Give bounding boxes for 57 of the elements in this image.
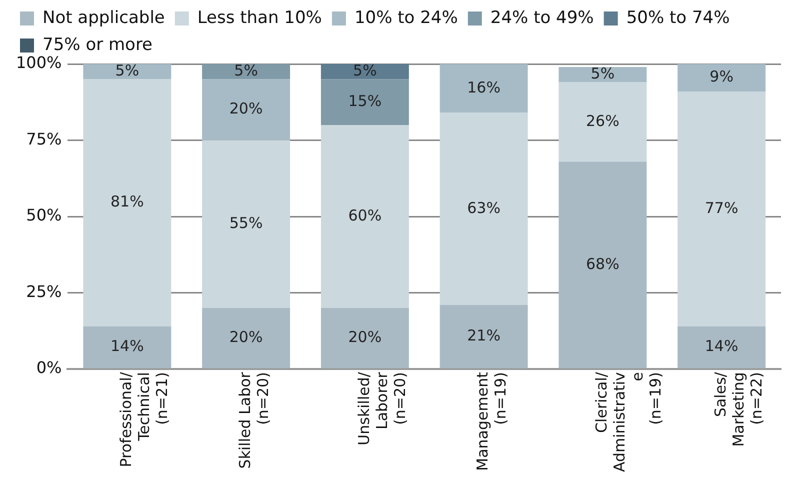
legend-label: 24% to 49% [490, 8, 594, 28]
data-label: 60% [348, 206, 382, 224]
x-tick-label: Skilled Labor (n=20) [236, 371, 272, 469]
bar [320, 308, 409, 368]
legend-label: 50% to 74% [626, 8, 730, 28]
data-label: 5% [115, 62, 140, 80]
data-label: 16% [467, 78, 500, 96]
data-label: 55% [229, 214, 263, 232]
data-label: 68% [586, 254, 620, 273]
bar [558, 162, 647, 368]
bar [202, 140, 290, 308]
y-tick-label: 25% [26, 282, 62, 301]
x-tick-label: Professional/ Technical (n=21) [117, 371, 172, 468]
data-label: 26% [586, 112, 620, 130]
x-tick-label: Clerical/ Administrativ e (n=19) [592, 371, 665, 472]
x-tick-label: Unskilled/ Laborer (n=20) [354, 371, 409, 446]
bar [440, 64, 528, 113]
x-tick-label: Sales/ Marketing (n=22) [711, 371, 766, 447]
data-label: 14% [704, 337, 738, 356]
bar [558, 67, 647, 82]
legend-label: Not applicable [42, 8, 165, 28]
bar [202, 308, 290, 368]
data-label: 9% [710, 68, 734, 86]
legend-label: 10% to 24% [354, 8, 458, 28]
y-tick-label: 50% [26, 206, 62, 225]
bar [320, 64, 409, 80]
bar [83, 64, 172, 80]
data-label: 5% [353, 62, 377, 80]
data-label: 20% [229, 328, 263, 346]
bar [320, 79, 409, 126]
data-label: 15% [348, 92, 382, 110]
bar [83, 326, 172, 368]
data-label: 5% [590, 64, 615, 83]
data-label: 81% [110, 192, 144, 211]
bar [83, 79, 172, 326]
x-tick-label: Management (n=19) [474, 372, 510, 471]
legend-label: 75% or more [42, 34, 153, 55]
bar [440, 112, 528, 305]
bar [440, 304, 528, 368]
bar [678, 326, 766, 368]
bar [202, 64, 290, 80]
data-label: 20% [229, 100, 263, 118]
data-label: 63% [467, 198, 500, 217]
data-label: 20% [348, 328, 382, 346]
data-label: 5% [234, 62, 258, 80]
y-tick-label: 0% [36, 358, 62, 378]
bar [320, 125, 409, 308]
y-tick-label: 75% [26, 129, 62, 148]
bar [678, 91, 766, 326]
data-label: 14% [110, 337, 144, 356]
data-label: 21% [467, 326, 500, 345]
bar [202, 79, 290, 140]
data-label: 77% [704, 198, 738, 217]
y-tick-label: 100% [16, 53, 62, 72]
legend-label: Less than 10% [197, 8, 322, 28]
bar [678, 64, 766, 92]
bar [558, 82, 647, 162]
